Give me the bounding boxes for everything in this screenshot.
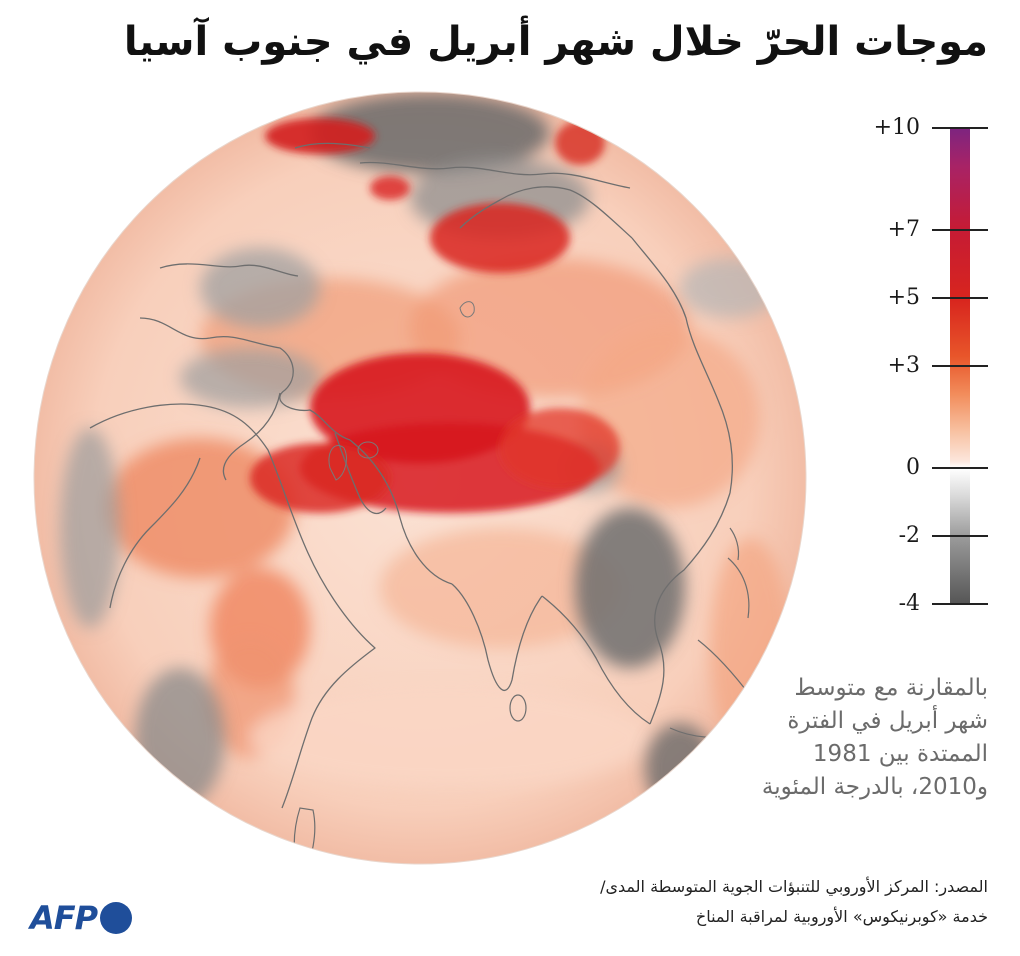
page-title: موجات الحرّ خلال شهر أبريل في جنوب آسيا xyxy=(123,19,988,65)
legend-tick-label: +10 xyxy=(873,115,920,140)
source-credit: المصدر: المركز الأوروبي للتنبؤات الجوية … xyxy=(468,872,988,932)
legend-tick-label: +7 xyxy=(887,217,920,242)
legend-tick-label: -2 xyxy=(898,523,920,548)
source-line-2: خدمة «كوبرنيكوس» الأوروبية لمراقبة المنا… xyxy=(695,907,988,926)
legend-tick-label: -4 xyxy=(898,591,920,616)
legend-tick-label: +5 xyxy=(887,285,920,310)
globe-rim xyxy=(33,91,807,865)
note-line: شهر أبريل في الفترة xyxy=(787,708,988,734)
globe-svg xyxy=(33,91,807,865)
legend-note: بالمقارنة مع متوسط شهر أبريل في الفترة ا… xyxy=(688,672,988,804)
legend-tick-label: +3 xyxy=(887,353,920,378)
source-line-1: المصدر: المركز الأوروبي للتنبؤات الجوية … xyxy=(600,877,988,896)
note-line: بالمقارنة مع متوسط xyxy=(794,675,988,701)
legend-tick-line xyxy=(932,365,988,367)
coastlines xyxy=(89,142,733,809)
moderate-anomaly-regions xyxy=(105,258,790,788)
afp-logo-text: AFP xyxy=(30,899,98,937)
afp-logo-dot xyxy=(100,902,133,934)
note-line: الممتدة بين 1981 xyxy=(812,741,988,767)
legend-tick-line xyxy=(932,297,988,299)
legend-tick-label: 0 xyxy=(906,455,920,480)
legend-tick-line xyxy=(932,467,988,469)
cold-anomaly-regions xyxy=(60,93,780,813)
legend-tick-line xyxy=(932,535,988,537)
afp-logo: AFP xyxy=(30,896,133,940)
legend-tick-line xyxy=(932,127,988,129)
legend-tick-line xyxy=(932,229,988,231)
globe-map xyxy=(30,88,810,868)
note-line: و2010، بالدرجة المئوية xyxy=(761,774,988,800)
inland-lakes xyxy=(328,301,475,481)
legend-tick-line xyxy=(932,603,988,605)
color-legend: +10 +7 +5 +3 0 -2 -4 xyxy=(870,110,1000,620)
